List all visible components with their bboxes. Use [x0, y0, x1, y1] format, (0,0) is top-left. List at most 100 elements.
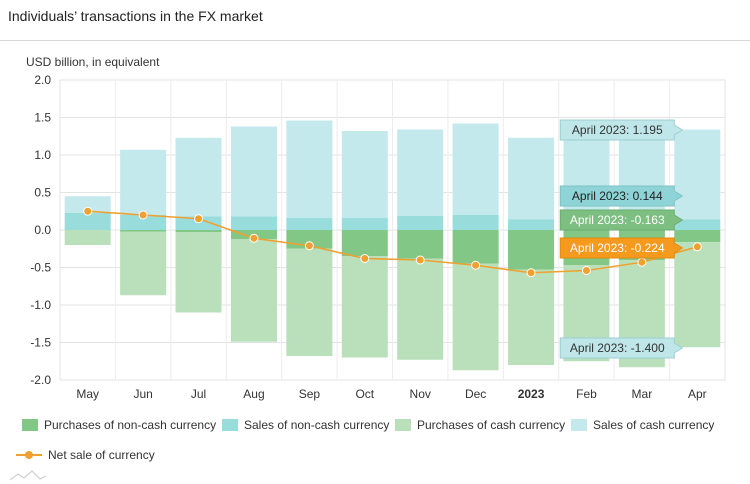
point-net-sale: [194, 214, 204, 224]
point-net-sale: [526, 268, 536, 278]
x-tick-label: Oct: [355, 387, 374, 401]
point-net-sale: [471, 260, 481, 270]
point-net-sale: [138, 210, 148, 220]
bar-purchases-cash: [397, 258, 444, 360]
y-tick-label: 2.0: [34, 73, 51, 87]
legend-swatch-net: [16, 449, 42, 461]
bar-sales-noncash: [397, 215, 444, 230]
y-tick-label: -2.0: [30, 373, 51, 387]
bar-purchases-noncash: [508, 230, 555, 270]
bar-purchases-noncash: [452, 230, 499, 264]
bar-sales-noncash: [452, 215, 499, 230]
tooltip-box: [559, 237, 684, 259]
legend-item-purchases-cash[interactable]: Purchases of cash currency: [395, 418, 565, 432]
y-tick-label: -1.0: [30, 298, 51, 312]
tooltip-label: April 2023: -0.163: [570, 213, 665, 227]
legend-label-net: Net sale of currency: [48, 448, 155, 462]
bar-sales-cash: [452, 123, 499, 215]
bar-sales-cash: [64, 196, 111, 213]
x-tick-label: Dec: [465, 387, 486, 401]
point-net-sale: [360, 254, 370, 263]
x-tick-label: Jun: [133, 387, 152, 401]
y-tick-label: -1.5: [30, 336, 51, 350]
y-tick-label: -0.5: [30, 261, 51, 275]
tooltip-box: [559, 119, 684, 141]
bar-purchases-cash: [674, 242, 721, 348]
bar-purchases-noncash: [175, 230, 222, 233]
chart-title: Individuals’ transactions in the FX mark…: [8, 8, 263, 24]
bar-sales-cash: [341, 131, 388, 218]
bar-sales-noncash: [508, 219, 555, 230]
legend-swatch-sales-noncash: [222, 419, 238, 431]
legend-label-purchases-cash: Purchases of cash currency: [417, 418, 566, 432]
bar-purchases-noncash: [397, 230, 444, 259]
legend-label-sales-noncash: Sales of non-cash currency: [244, 418, 390, 432]
legend-label-purchases-noncash: Purchases of non-cash currency: [44, 418, 217, 432]
tooltip-label: April 2023: -1.400: [570, 341, 665, 355]
bar-sales-cash: [508, 137, 555, 220]
point-net-sale: [581, 266, 591, 275]
legend-item-sales-noncash[interactable]: Sales of non-cash currency: [222, 418, 389, 432]
x-tick-label: 2023: [518, 387, 545, 401]
bar-sales-cash: [674, 129, 721, 220]
bar-purchases-cash: [508, 269, 555, 365]
bar-sales-cash: [120, 149, 167, 215]
line-net-sale: [87, 210, 698, 274]
y-axis-unit-label: USD billion, in equivalent: [26, 55, 160, 69]
bar-purchases-noncash: [341, 230, 388, 257]
point-net-sale: [83, 206, 93, 216]
bar-sales-noncash: [674, 219, 721, 230]
point-net-sale: [692, 242, 702, 252]
x-tick-label: Feb: [576, 387, 597, 401]
bar-sales-noncash: [120, 215, 167, 230]
y-tick-label: 0.5: [34, 186, 51, 200]
x-tick-label: Mar: [632, 387, 653, 401]
bar-sales-noncash: [341, 218, 388, 230]
bar-purchases-cash: [341, 256, 388, 358]
tooltip-label: April 2023: 0.144: [572, 189, 663, 203]
x-tick-label: Jul: [191, 387, 206, 401]
legend-swatch-purchases-noncash: [22, 419, 38, 431]
bar-purchases-noncash: [674, 230, 721, 243]
legend: Purchases of non-cash currency Sales of …: [0, 408, 750, 478]
x-tick-label: May: [76, 387, 99, 401]
y-tick-label: 1.5: [34, 111, 51, 125]
bar-sales-cash: [286, 120, 333, 218]
chart-logo-icon: [10, 470, 46, 481]
bar-sales-cash: [563, 139, 610, 221]
x-tick-label: Sep: [299, 387, 321, 401]
bar-sales-cash: [230, 126, 277, 217]
bar-purchases-cash: [64, 230, 111, 245]
tooltip-box: [559, 185, 684, 207]
tooltip-box: [559, 209, 684, 231]
point-net-sale: [415, 255, 425, 265]
bar-purchases-cash: [452, 263, 499, 371]
bar-sales-cash: [397, 129, 444, 216]
bar-purchases-noncash: [120, 230, 167, 232]
point-net-sale: [249, 233, 259, 243]
bar-sales-cash: [175, 137, 222, 217]
tooltip-label: April 2023: -0.224: [570, 241, 665, 255]
legend-item-purchases-noncash[interactable]: Purchases of non-cash currency: [22, 418, 216, 432]
legend-swatch-sales-cash: [571, 419, 587, 431]
bar-sales-noncash: [230, 216, 277, 230]
fx-chart: 2.0 1.5 1.0 0.5 0.0 -0.5 -1.0 -1.5 -2.0 May Jun Jul…: [30, 73, 726, 401]
legend-swatch-purchases-cash: [395, 419, 411, 431]
bar-sales-cash: [618, 133, 665, 222]
y-tick-label: 0.0: [34, 223, 51, 237]
legend-item-net[interactable]: Net sale of currency: [16, 448, 155, 462]
legend-item-sales-cash[interactable]: Sales of cash currency: [571, 418, 714, 432]
title-divider: [0, 40, 750, 41]
legend-label-sales-cash: Sales of cash currency: [593, 418, 715, 432]
x-tick-label: Apr: [688, 387, 707, 401]
bar-sales-noncash: [286, 218, 333, 230]
x-tick-label: Nov: [410, 387, 431, 401]
tooltip-label: April 2023: 1.195: [572, 123, 663, 137]
point-net-sale: [304, 241, 314, 251]
bar-purchases-cash: [120, 231, 167, 296]
bar-sales-noncash: [64, 212, 111, 230]
x-tick-label: Aug: [243, 387, 264, 401]
bar-purchases-cash: [230, 239, 277, 342]
point-net-sale: [637, 257, 647, 267]
tooltip-box: [559, 337, 684, 359]
